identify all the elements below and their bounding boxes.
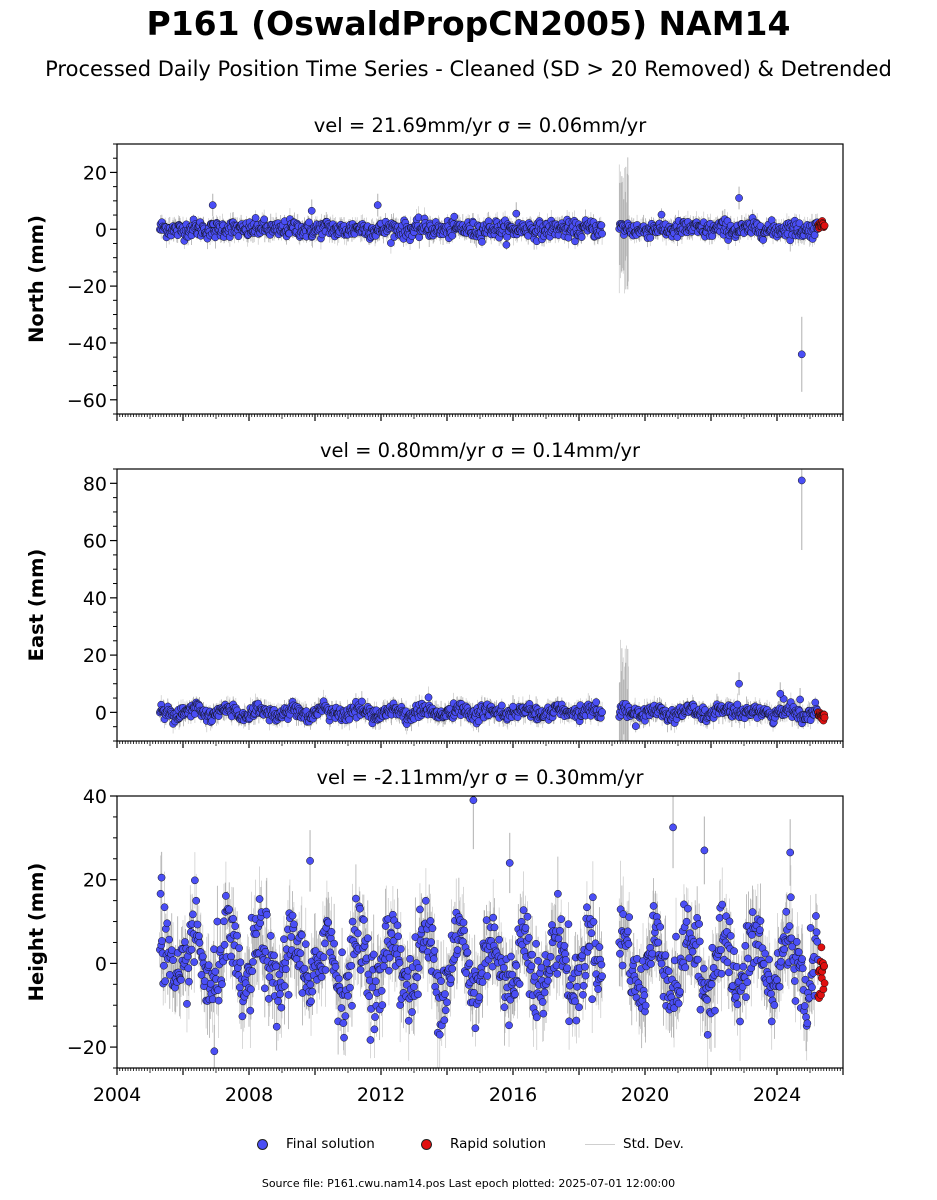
east-panel-title: vel = 0.80mm/yr σ = 0.14mm/yr [320, 439, 641, 462]
final-solution-point [307, 206, 316, 215]
north-marks [156, 157, 829, 392]
y-tick-label: 20 [83, 645, 107, 667]
final-solution-point [358, 697, 366, 706]
final-solution-point [512, 209, 521, 218]
final-solution-point [424, 693, 433, 702]
y-tick-label: 20 [83, 162, 107, 184]
final-solution-point [478, 238, 486, 246]
final-solution-point [733, 700, 742, 709]
final-solution-point [735, 194, 743, 202]
east-y-axis-label: East (mm) [25, 549, 48, 662]
final-solution-point [735, 679, 743, 688]
final-solution-point [260, 215, 269, 224]
north-panel-title: vel = 21.69mm/yr σ = 0.06mm/yr [314, 114, 647, 137]
final-solution-point [509, 702, 517, 711]
final-solution-point [415, 233, 424, 242]
final-solution-point [631, 722, 640, 730]
final-solution-point [598, 229, 606, 238]
north-y-axis-label: North (mm) [25, 215, 48, 343]
final-solution-point [795, 219, 804, 228]
final-solution-point [797, 350, 806, 359]
page-title: P161 (OswaldPropCN2005) NAM14 [146, 4, 791, 43]
final-solution-point [592, 698, 601, 706]
final-solution-point [811, 698, 820, 707]
final-solution-point [450, 212, 459, 221]
y-tick-label: −20 [67, 276, 107, 298]
final-solution-point [234, 232, 243, 241]
y-tick-label: −40 [67, 333, 107, 355]
final-solution-point [251, 214, 260, 222]
y-tick-label: 0 [95, 702, 107, 724]
final-solution-point [646, 233, 655, 242]
y-tick-label: 0 [95, 219, 107, 241]
panel-north: 20 0 −20 −40 −60 vel = 21.69mm/yr σ = 0.06mm/… [25, 114, 844, 421]
final-solution-point [577, 233, 586, 241]
final-solution-point [345, 715, 354, 724]
final-solution-point [797, 476, 806, 485]
east-marks [156, 469, 829, 741]
rapid-solution-point [820, 221, 829, 230]
final-solution-point [502, 240, 511, 249]
final-solution-point [598, 708, 606, 717]
time-series-plots: 20 0 −20 −40 −60 vel = 21.69mm/yr σ = 0.06mm/… [25, 114, 844, 1106]
north-axes-frame [116, 143, 844, 415]
panel-east: 80 60 40 20 0 vel = 0.80mm/yr σ = 0.14mm/yr Ea… [25, 439, 844, 748]
final-solution-point [208, 201, 217, 209]
page-subtitle: Processed Daily Position Time Series - C… [45, 57, 892, 81]
rapid-solution-point [820, 713, 829, 722]
final-solution-point [657, 210, 666, 219]
height-marks [156, 796, 829, 1068]
final-solution-point [796, 695, 804, 704]
y-tick-label: −60 [67, 390, 107, 412]
final-solution-point [305, 218, 313, 227]
y-tick-label: 40 [83, 588, 107, 610]
final-solution-point [497, 701, 506, 710]
final-solution-point [776, 689, 785, 698]
y-tick-label: 80 [83, 473, 107, 495]
y-tick-label: 60 [83, 531, 107, 553]
final-solution-point [597, 221, 606, 230]
final-solution-point [387, 239, 395, 247]
final-solution-point [759, 236, 767, 244]
final-solution-point [810, 231, 819, 239]
final-solution-point [373, 201, 382, 209]
